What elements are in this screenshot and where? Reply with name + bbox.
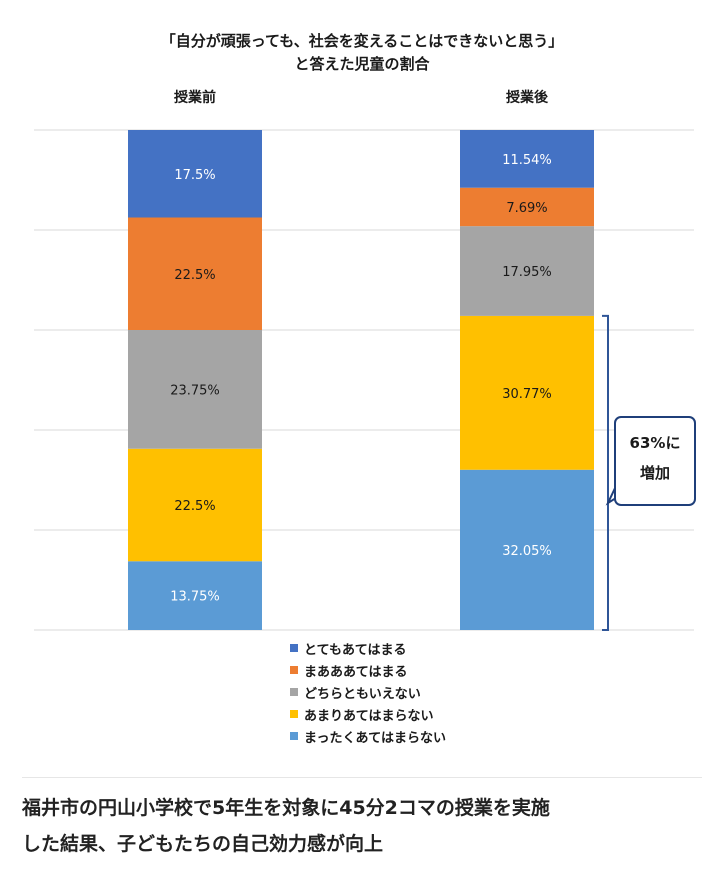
- legend-swatch: [290, 666, 298, 674]
- chart-title-line-1: 「自分が頑張っても、社会を変えることはできないと思う」: [160, 32, 564, 50]
- legend-item: どちらともいえない: [290, 681, 550, 703]
- legend-item: まあああてはまる: [290, 659, 550, 681]
- legend-label: どちらともいえない: [304, 686, 421, 702]
- bar-segment: [128, 217, 262, 330]
- legend-swatch: [290, 732, 298, 740]
- caption-line-1: 福井市の円山小学校で5年生を対象に45分2コマの授業を実施: [22, 797, 550, 819]
- legend-label: あまりあてはまらない: [304, 708, 434, 724]
- bar-segment: [460, 187, 594, 227]
- data-label: 32.05%: [502, 544, 552, 559]
- bracket-line: [602, 314, 609, 631]
- chart-title: 「自分が頑張っても、社会を変えることはできないと思う」 と答えた児童の割合: [0, 30, 724, 76]
- callout-line-1: 63%に: [629, 434, 681, 452]
- divider: [22, 777, 702, 778]
- stacked-bar-chart: 13.75% 22.5% 23.75% 22.5% 17.5% 32.05% 30.77% 1…: [34, 89, 694, 631]
- legend-swatch: [290, 710, 298, 718]
- callout-line-2: 増加: [639, 464, 670, 482]
- data-label: 11.54%: [502, 153, 552, 168]
- data-label: 17.95%: [502, 265, 552, 280]
- bar-segment: [128, 130, 262, 218]
- legend-label: とてもあてはまる: [304, 642, 407, 658]
- bars: 13.75% 22.5% 23.75% 22.5% 17.5% 32.05% 30.77% 1…: [128, 130, 594, 630]
- data-label: 23.75%: [170, 383, 220, 398]
- legend-label: まあああてはまる: [304, 664, 408, 680]
- caption: 福井市の円山小学校で5年生を対象に45分2コマの授業を実施 した結果、子どもたち…: [22, 790, 712, 862]
- data-label: 22.5%: [174, 499, 215, 514]
- legend-label: まったくあてはまらない: [304, 730, 446, 746]
- bar-segment: [460, 469, 594, 630]
- data-label: 17.5%: [174, 168, 215, 183]
- category-label: 授業後: [506, 89, 549, 106]
- legend-item: あまりあてはまらない: [290, 703, 550, 725]
- bar-segment: [128, 448, 262, 562]
- category-label: 授業前: [174, 89, 216, 106]
- data-label: 13.75%: [170, 590, 220, 605]
- bar-segment: [460, 130, 594, 188]
- legend-item: とてもあてはまる: [290, 637, 550, 659]
- increase-callout: 63%に 増加: [614, 416, 696, 506]
- caption-line-2: した結果、子どもたちの自己効力感が向上: [22, 833, 384, 855]
- legend: とてもあてはまる まあああてはまる どちらともいえない あまりあてはまらない まったくあ…: [290, 637, 550, 747]
- data-label: 22.5%: [174, 268, 215, 283]
- data-label: 7.69%: [506, 201, 547, 216]
- legend-swatch: [290, 644, 298, 652]
- legend-swatch: [290, 688, 298, 696]
- category-labels: 授業前 授業後: [174, 89, 549, 106]
- chart-title-line-2: と答えた児童の割合: [294, 55, 430, 73]
- bar-segment: [460, 226, 594, 316]
- legend-item: まったくあてはまらない: [290, 725, 550, 747]
- bar-segment: [128, 561, 262, 630]
- bar-segment: [460, 315, 594, 470]
- bar-segment: [128, 330, 262, 449]
- data-label: 30.77%: [502, 387, 552, 402]
